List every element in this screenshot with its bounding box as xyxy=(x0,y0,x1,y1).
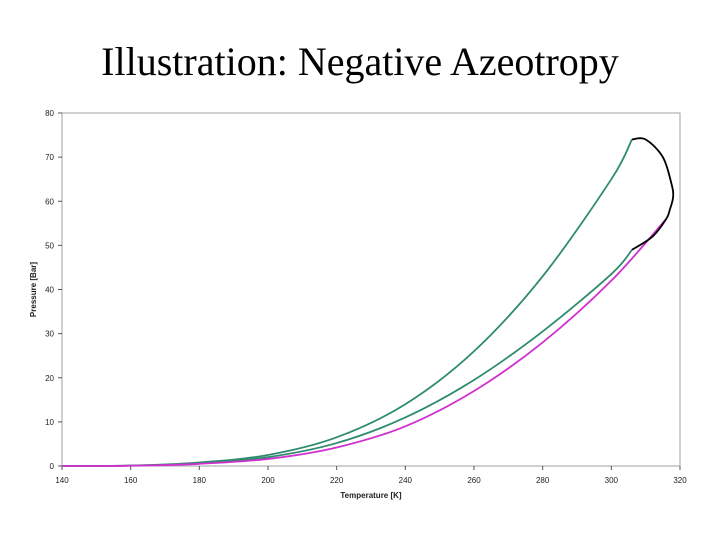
x-tick-label: 320 xyxy=(673,476,687,485)
y-tick-label: 10 xyxy=(45,418,54,427)
series-group xyxy=(61,137,675,467)
x-tick-label: 160 xyxy=(124,476,138,485)
y-tick-label: 30 xyxy=(45,330,54,339)
y-axis-title: Pressure [Bar] xyxy=(29,262,38,317)
x-tick-label: 280 xyxy=(536,476,550,485)
y-tick-label: 0 xyxy=(50,462,55,471)
x-axis-title: Temperature [K] xyxy=(340,491,402,500)
x-tick-label: 300 xyxy=(605,476,619,485)
y-tick-label: 80 xyxy=(45,109,54,118)
y-axis-ticks: 0 10 20 30 40 50 60 70 80 xyxy=(45,109,62,471)
y-tick-label: 20 xyxy=(45,374,54,383)
plot-area xyxy=(61,112,681,467)
y-tick-label: 70 xyxy=(45,153,54,162)
x-axis-ticks: 140 160 180 200 220 240 260 280 300 320 xyxy=(55,466,687,485)
y-tick-label: 60 xyxy=(45,197,54,206)
series-line-3 xyxy=(61,218,667,467)
slide-title: Illustration: Negative Azeotropy xyxy=(101,39,619,84)
x-tick-label: 140 xyxy=(55,476,69,485)
x-tick-label: 220 xyxy=(330,476,344,485)
x-tick-label: 180 xyxy=(193,476,207,485)
series-line-4 xyxy=(631,137,675,251)
x-tick-label: 260 xyxy=(467,476,481,485)
y-tick-label: 40 xyxy=(45,286,54,295)
y-tick-label: 50 xyxy=(45,241,54,250)
x-tick-label: 200 xyxy=(261,476,275,485)
x-tick-label: 240 xyxy=(399,476,413,485)
